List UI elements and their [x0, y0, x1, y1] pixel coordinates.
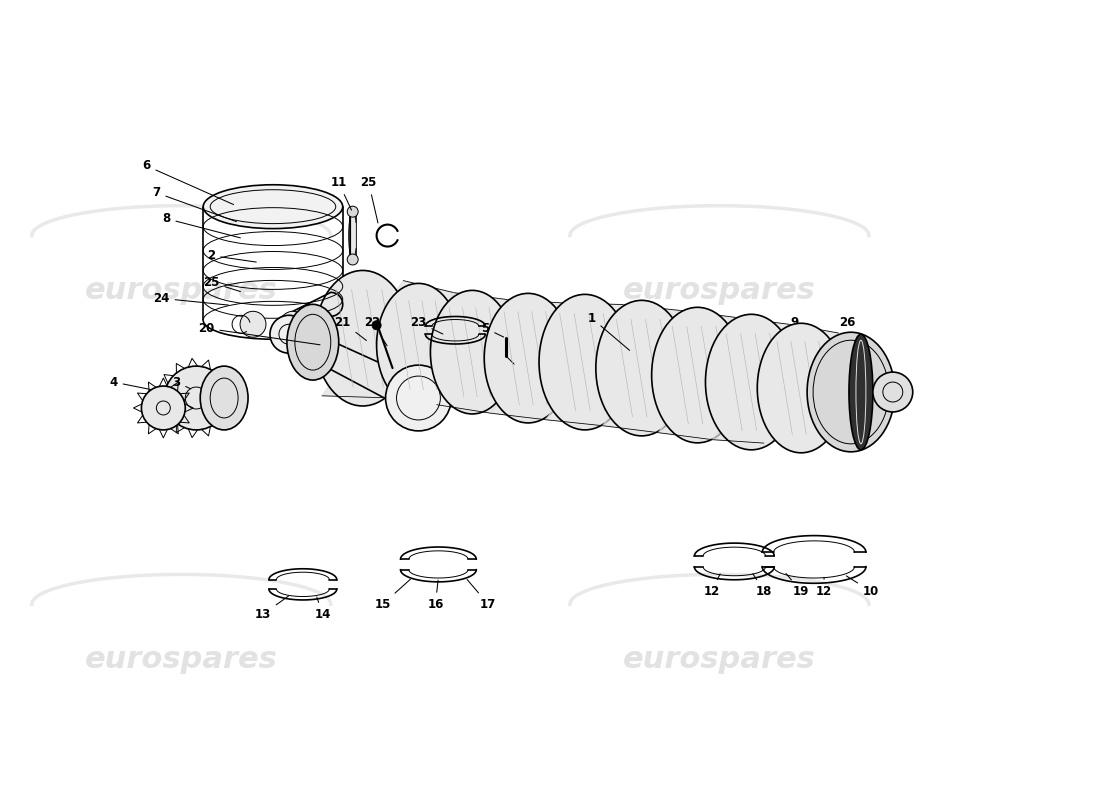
- Ellipse shape: [142, 386, 185, 430]
- Text: eurospares: eurospares: [623, 276, 816, 305]
- Ellipse shape: [270, 315, 308, 353]
- Text: 5: 5: [481, 322, 504, 337]
- Text: eurospares: eurospares: [623, 645, 816, 674]
- Text: 14: 14: [315, 597, 331, 621]
- Text: 13: 13: [255, 596, 288, 621]
- Text: 24: 24: [153, 292, 229, 305]
- Ellipse shape: [240, 311, 266, 338]
- Text: 7: 7: [152, 186, 236, 222]
- Ellipse shape: [386, 365, 451, 431]
- Polygon shape: [491, 303, 624, 420]
- Ellipse shape: [807, 332, 894, 452]
- Ellipse shape: [849, 334, 873, 450]
- Ellipse shape: [315, 270, 410, 406]
- Text: 21: 21: [334, 316, 366, 341]
- Text: 6: 6: [142, 159, 233, 205]
- Text: 18: 18: [752, 574, 772, 598]
- Text: 2: 2: [207, 249, 256, 262]
- Ellipse shape: [484, 294, 572, 423]
- Ellipse shape: [348, 254, 359, 265]
- Polygon shape: [383, 293, 508, 405]
- Text: 3: 3: [173, 375, 190, 389]
- Text: 15: 15: [374, 579, 410, 610]
- Ellipse shape: [376, 283, 460, 407]
- Ellipse shape: [287, 304, 339, 380]
- Text: 12: 12: [703, 574, 720, 598]
- Ellipse shape: [348, 206, 359, 217]
- Ellipse shape: [705, 314, 798, 450]
- Text: 1: 1: [587, 312, 629, 350]
- Text: 25: 25: [204, 276, 241, 291]
- Text: 19: 19: [786, 574, 810, 598]
- Ellipse shape: [430, 290, 514, 414]
- Text: 4: 4: [109, 375, 151, 390]
- Ellipse shape: [596, 300, 688, 436]
- Polygon shape: [713, 325, 838, 443]
- Text: 23: 23: [410, 316, 443, 334]
- Text: 8: 8: [162, 212, 241, 238]
- Ellipse shape: [204, 185, 343, 229]
- Text: eurospares: eurospares: [85, 645, 277, 674]
- Text: 10: 10: [846, 576, 879, 598]
- Polygon shape: [322, 281, 454, 398]
- Text: 20: 20: [198, 322, 320, 345]
- Ellipse shape: [279, 311, 306, 338]
- Ellipse shape: [164, 366, 228, 430]
- Ellipse shape: [873, 372, 913, 412]
- Text: 16: 16: [427, 580, 443, 610]
- Text: 12: 12: [816, 578, 833, 598]
- Text: 26: 26: [839, 316, 876, 360]
- Ellipse shape: [372, 321, 381, 330]
- Text: 22: 22: [364, 316, 387, 346]
- Polygon shape: [437, 300, 565, 414]
- Polygon shape: [546, 305, 681, 426]
- Ellipse shape: [200, 366, 249, 430]
- Ellipse shape: [539, 294, 630, 430]
- Ellipse shape: [651, 307, 744, 443]
- Polygon shape: [659, 318, 790, 440]
- Polygon shape: [603, 310, 737, 433]
- Text: 17: 17: [468, 579, 496, 610]
- Text: 9: 9: [790, 316, 842, 350]
- Text: 25: 25: [361, 176, 378, 223]
- Text: eurospares: eurospares: [85, 276, 277, 305]
- Text: 11: 11: [331, 176, 352, 210]
- Ellipse shape: [757, 323, 845, 453]
